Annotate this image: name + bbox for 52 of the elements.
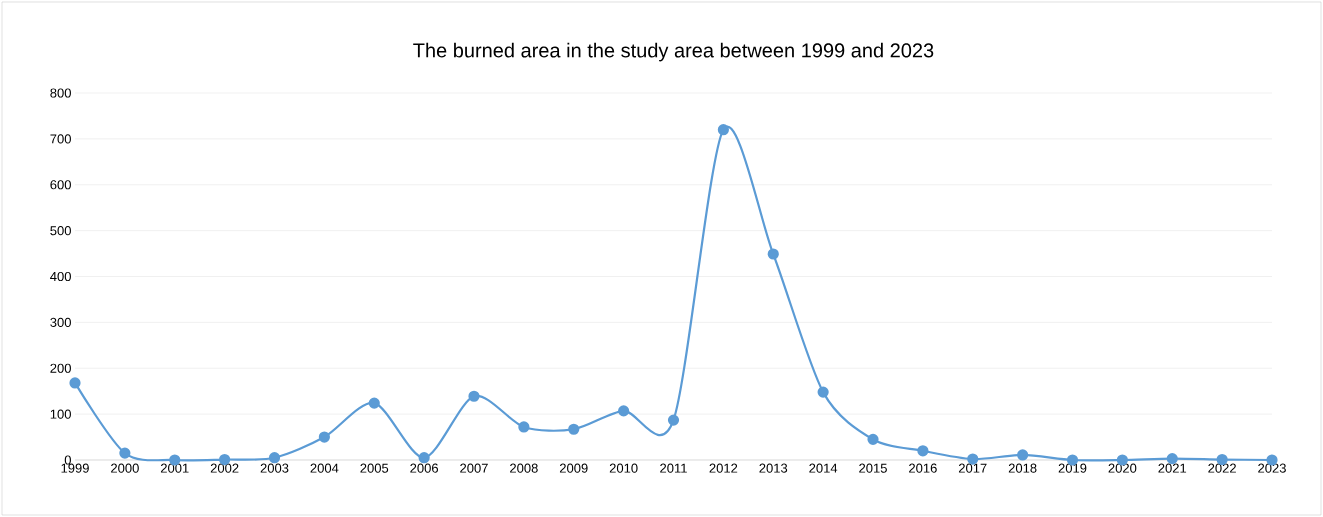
x-tick-label: 2006 (410, 463, 439, 473)
x-tick-label: 2014 (809, 463, 838, 473)
y-tick-label: 200 (50, 363, 71, 373)
point (917, 445, 929, 457)
point (318, 431, 330, 443)
x-tick-label: 2013 (759, 463, 788, 473)
x-tick-label: 2022 (1208, 463, 1236, 473)
y-tick-label: 600 (50, 180, 71, 190)
point (268, 452, 281, 464)
x-tick-label: 2004 (310, 463, 339, 473)
x-tick-label: 1999 (61, 463, 89, 473)
point (69, 377, 81, 389)
point (817, 386, 829, 398)
x-tick-label: 2016 (909, 463, 937, 473)
y-tick-label: 0 (64, 455, 71, 465)
x-tick-label: 2020 (1108, 463, 1137, 473)
x-tick-label: 2000 (111, 463, 139, 473)
y-tick-label: 700 (50, 134, 71, 144)
point (717, 124, 729, 136)
x-tick-label: 2011 (660, 463, 687, 473)
y-tick-label: 400 (50, 271, 71, 282)
x-tick-label: 2019 (1058, 463, 1087, 473)
x-tick-label: 2008 (510, 463, 538, 473)
x-tick-label: 2001 (160, 463, 189, 473)
chart-title: The burned area in the study area between 1999 and 2023 (413, 42, 934, 62)
x-tick-label: 2009 (559, 463, 588, 473)
point (518, 421, 530, 433)
point (368, 397, 380, 409)
x-tick-label: 2023 (1258, 463, 1286, 473)
point (119, 447, 131, 459)
point (667, 414, 680, 426)
x-tick-label: 2007 (460, 463, 488, 473)
x-tick-label: 2012 (709, 463, 738, 473)
point (767, 248, 779, 260)
x-tick-label: 2003 (260, 463, 289, 473)
x-tick-label: 2005 (360, 463, 389, 473)
x-tick-label: 2021 (1158, 463, 1187, 473)
point (618, 405, 630, 417)
point (1017, 449, 1029, 461)
x-tick-label: 2017 (958, 463, 987, 473)
point (867, 433, 879, 445)
point (418, 452, 430, 464)
x-tick-label: 2018 (1008, 463, 1037, 473)
y-tick-label: 500 (50, 226, 71, 236)
x-tick-label: 2015 (859, 463, 887, 473)
y-tick-label: 100 (50, 409, 71, 419)
x-tick-label: 2010 (609, 463, 638, 473)
x-tick-label: 2002 (210, 463, 239, 473)
point (468, 390, 480, 402)
y-tick-label: 300 (50, 317, 71, 327)
y-tick-label: 800 (50, 88, 71, 98)
point (568, 423, 580, 435)
